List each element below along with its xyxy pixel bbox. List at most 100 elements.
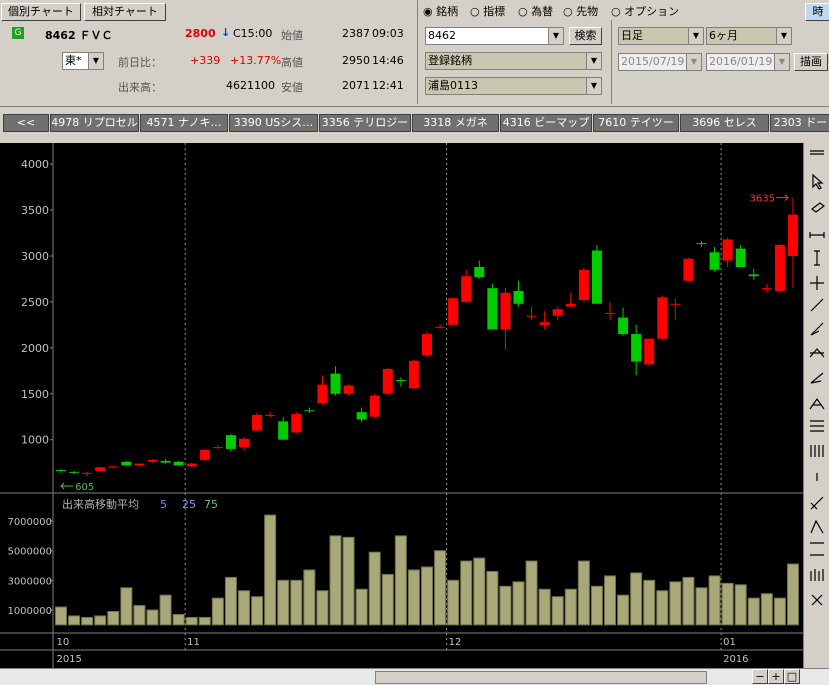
ticker-button[interactable]: << bbox=[3, 114, 49, 132]
volume-bar bbox=[198, 616, 211, 626]
volume-bar bbox=[604, 575, 616, 626]
candle-body bbox=[513, 290, 524, 304]
year-label: 2015 bbox=[56, 654, 81, 665]
volume-bar bbox=[224, 576, 237, 626]
time-button[interactable]: 時 bbox=[805, 3, 829, 21]
volume-bar bbox=[434, 550, 447, 626]
ticker-button[interactable]: 3356 テリロジー bbox=[319, 114, 411, 132]
label: 安値 bbox=[281, 81, 303, 94]
radio[interactable]: ○ オプション bbox=[611, 5, 680, 18]
x-tick-label: 12 bbox=[449, 637, 462, 648]
candle-body bbox=[670, 303, 681, 305]
tab[interactable]: 相対チャート bbox=[84, 3, 166, 21]
volume-bar bbox=[107, 610, 120, 626]
value: 2071 bbox=[342, 79, 370, 92]
code-input[interactable]: 8462 ▼ bbox=[425, 27, 564, 45]
icon bbox=[810, 569, 824, 581]
icon bbox=[809, 232, 825, 238]
chart: 1000 1500 2000 2500 3000 3500 4000 1000000 30000… bbox=[0, 143, 803, 668]
tool-palette bbox=[803, 143, 829, 668]
volume-bar bbox=[577, 560, 590, 626]
y-tick-label: 4000 bbox=[21, 158, 49, 171]
ticker-button[interactable]: 4978 リプロセル bbox=[50, 114, 139, 132]
candle-body bbox=[82, 472, 93, 474]
value: 2950 bbox=[342, 54, 370, 67]
ticker-button[interactable]: 3390 USシス… bbox=[229, 114, 318, 132]
radio[interactable]: ○ 指標 bbox=[470, 5, 506, 18]
radio[interactable]: ○ 為替 bbox=[518, 5, 554, 18]
draw-button[interactable]: 描画 bbox=[794, 53, 828, 71]
icon bbox=[809, 348, 825, 358]
volume-bar bbox=[407, 569, 420, 626]
list-select[interactable]: 浦島0113 ▼ bbox=[425, 77, 602, 95]
from-date[interactable]: 2015/07/19 ▼ bbox=[618, 53, 702, 71]
volume-bar bbox=[211, 597, 224, 626]
candle-body bbox=[591, 250, 602, 304]
candle-body bbox=[186, 463, 197, 467]
y-tick-label: 3000 bbox=[21, 250, 49, 263]
value: +339 bbox=[190, 54, 221, 67]
ma-legend: 25 bbox=[182, 498, 196, 511]
candle-body bbox=[487, 288, 498, 330]
period-select[interactable]: 日足 ▼ bbox=[618, 27, 704, 45]
candle-body bbox=[108, 466, 119, 468]
year-label: 2016 bbox=[723, 654, 748, 665]
volume-bar bbox=[695, 587, 708, 626]
text: 銘柄 bbox=[436, 5, 459, 18]
candle-body bbox=[539, 322, 550, 325]
radio[interactable]: ◉ 銘柄 bbox=[423, 5, 459, 18]
separator bbox=[417, 0, 418, 104]
ticker-button[interactable]: 3318 メガネス… bbox=[412, 114, 499, 132]
price: 2800 bbox=[185, 27, 216, 40]
candle-body bbox=[173, 461, 184, 466]
x-tick-label: 11 bbox=[187, 637, 200, 648]
ticker-button[interactable]: 4571 ナノキ… bbox=[140, 114, 228, 132]
radio[interactable]: ○ 先物 bbox=[563, 5, 599, 18]
text: 指標 bbox=[483, 5, 506, 18]
volume-bar bbox=[486, 570, 499, 626]
to-date[interactable]: 2016/01/19 ▼ bbox=[706, 53, 790, 71]
volume-bar bbox=[708, 575, 721, 626]
volume-bar bbox=[329, 535, 342, 626]
text: 浦島0113 bbox=[428, 79, 478, 92]
candle-body bbox=[56, 470, 66, 472]
x-tick-label: 01 bbox=[723, 637, 736, 648]
value: 2387 bbox=[342, 27, 370, 40]
ticker-button[interactable]: 3696 セレス bbox=[680, 114, 769, 132]
ticker-button[interactable]: 7610 テイツー bbox=[593, 114, 679, 132]
dropdown: ▼ bbox=[688, 28, 703, 44]
list-select[interactable]: 登録銘柄 ▼ bbox=[425, 52, 602, 70]
volume-bar bbox=[368, 551, 381, 626]
market-select[interactable]: 東* ▼ bbox=[62, 52, 104, 70]
scrollbar[interactable]: − + □ bbox=[0, 668, 829, 685]
zoom-in[interactable]: + bbox=[768, 669, 784, 684]
scroll-thumb[interactable] bbox=[375, 671, 707, 684]
search-button[interactable]: 検索 bbox=[569, 27, 602, 45]
max-label: 3635 bbox=[750, 194, 775, 205]
text: 東* bbox=[65, 54, 82, 67]
candle-body bbox=[408, 360, 419, 389]
reset[interactable]: □ bbox=[784, 669, 800, 684]
volume-bar bbox=[747, 597, 760, 626]
text: 為替 bbox=[531, 5, 554, 18]
time: C15:00 bbox=[233, 27, 273, 40]
candle-body bbox=[644, 338, 655, 365]
separator bbox=[611, 20, 612, 104]
volume-bar bbox=[146, 609, 159, 626]
candle-body bbox=[343, 385, 354, 394]
candle-body bbox=[265, 414, 276, 416]
x-tick-label: 10 bbox=[56, 637, 69, 648]
volume-bar bbox=[251, 596, 264, 626]
tab[interactable]: 個別チャート bbox=[1, 3, 81, 21]
ticker-button[interactable]: 2303 ドー bbox=[770, 114, 829, 132]
candle-body bbox=[631, 334, 642, 362]
range-select[interactable]: 6ヶ月 ▼ bbox=[706, 27, 792, 45]
candle-body bbox=[225, 435, 236, 449]
candle-body bbox=[395, 380, 406, 382]
candle-body bbox=[212, 447, 223, 449]
zoom-out[interactable]: − bbox=[752, 669, 768, 684]
min-label: 605 bbox=[75, 482, 94, 493]
icon bbox=[810, 276, 824, 290]
candle-body bbox=[435, 326, 446, 328]
ticker-button[interactable]: 4316 ビーマップ bbox=[500, 114, 592, 132]
